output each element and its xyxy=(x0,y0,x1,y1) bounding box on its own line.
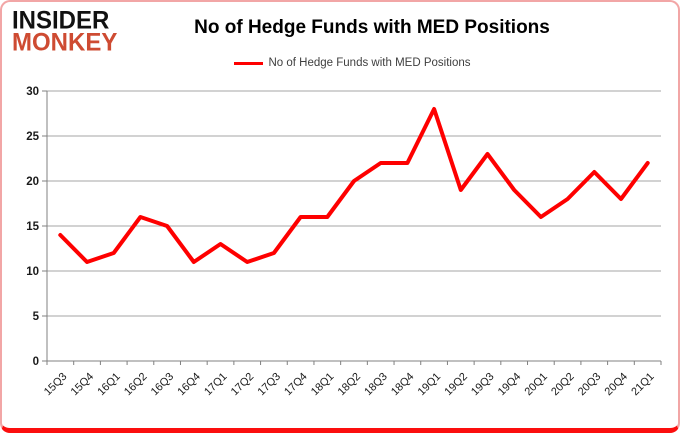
y-axis-label: 0 xyxy=(33,356,39,368)
line-chart-plot: 0 5 10 15 20 25 30 15Q3 15Q4 16Q1 16Q2 16Q3 16Q4 17Q1… xyxy=(26,86,662,399)
x-axis-label: 15Q3 xyxy=(42,371,70,399)
x-axis-label: 17Q2 xyxy=(229,371,257,399)
y-axis-label: 5 xyxy=(33,311,40,323)
logo-text-insider: INSIDER xyxy=(12,6,110,35)
insider-monkey-logo: INSIDER MONKEY xyxy=(12,6,118,57)
x-axis-label: 15Q4 xyxy=(69,371,97,399)
logo-text-monkey: MONKEY xyxy=(12,28,118,57)
chart-title: No of Hedge Funds with MED Positions xyxy=(194,17,550,38)
series-line xyxy=(58,107,650,264)
x-axis-label: 19Q1 xyxy=(416,371,444,399)
x-axis-label: 17Q1 xyxy=(202,371,230,399)
x-axis-label: 18Q2 xyxy=(336,371,364,399)
chart-legend: No of Hedge Funds with MED Positions xyxy=(132,57,572,69)
x-axis-label: 18Q3 xyxy=(362,371,390,399)
x-axis-label: 20Q2 xyxy=(549,371,577,399)
y-axis-label: 10 xyxy=(26,266,39,278)
x-axis-label: 21Q1 xyxy=(629,371,657,399)
legend-line-swatch xyxy=(233,61,263,65)
legend-label: No of Hedge Funds with MED Positions xyxy=(268,57,471,69)
y-axis-label: 25 xyxy=(26,131,39,143)
x-axis-label: 19Q4 xyxy=(496,371,524,399)
x-axis-label: 16Q4 xyxy=(175,371,203,399)
y-axis-label: 30 xyxy=(26,86,39,98)
x-axis-label: 18Q4 xyxy=(389,371,417,399)
x-axis-label: 20Q1 xyxy=(522,371,550,399)
x-axis-label: 19Q3 xyxy=(469,371,497,399)
x-axis-label: 17Q4 xyxy=(282,371,310,399)
x-axis-label: 16Q2 xyxy=(122,371,150,399)
x-axis-label: 20Q4 xyxy=(603,371,631,399)
x-axis-label: 18Q1 xyxy=(309,371,337,399)
x-axis-label: 19Q2 xyxy=(442,371,470,399)
x-axis-label: 16Q3 xyxy=(149,371,177,399)
x-axis-label: 16Q1 xyxy=(95,371,123,399)
y-axis-label: 20 xyxy=(26,176,39,188)
y-axis-label: 15 xyxy=(26,221,39,233)
x-axis-label: 17Q3 xyxy=(256,371,284,399)
x-axis-label: 20Q3 xyxy=(576,371,604,399)
